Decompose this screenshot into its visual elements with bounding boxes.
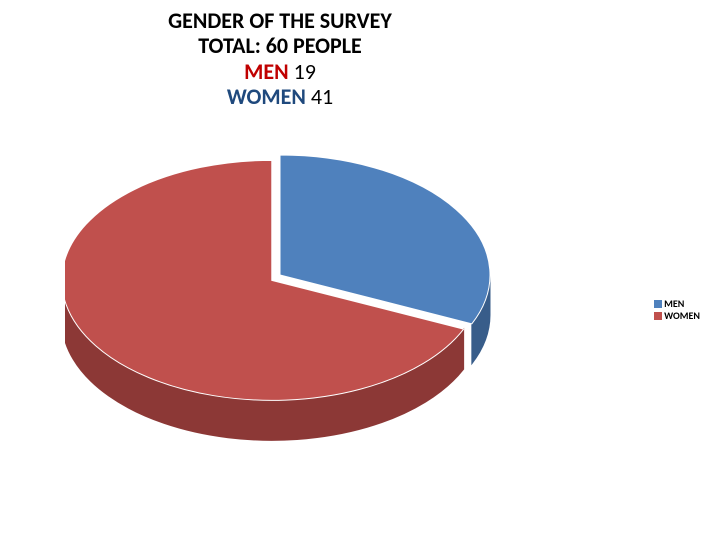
legend: MEN WOMEN xyxy=(654,298,700,322)
legend-item-women: WOMEN xyxy=(654,310,700,322)
pie-chart xyxy=(65,130,495,470)
title-line-men: MEN 19 xyxy=(0,59,560,84)
chart-title: GENDER OF THE SURVEY TOTAL: 60 PEOPLE ME… xyxy=(0,8,560,109)
men-label: MEN xyxy=(244,58,288,85)
legend-swatch-women xyxy=(654,312,662,320)
chart-container: GENDER OF THE SURVEY TOTAL: 60 PEOPLE ME… xyxy=(0,0,720,540)
men-value: 19 xyxy=(294,58,316,85)
title-line-1: GENDER OF THE SURVEY xyxy=(0,8,560,33)
title-line-women: WOMEN 41 xyxy=(0,84,560,109)
women-label: WOMEN xyxy=(227,83,306,110)
legend-swatch-men xyxy=(654,300,662,308)
title-line-2: TOTAL: 60 PEOPLE xyxy=(0,33,560,58)
women-value: 41 xyxy=(311,83,333,110)
pie-svg xyxy=(65,130,495,470)
legend-label-women: WOMEN xyxy=(664,310,700,322)
